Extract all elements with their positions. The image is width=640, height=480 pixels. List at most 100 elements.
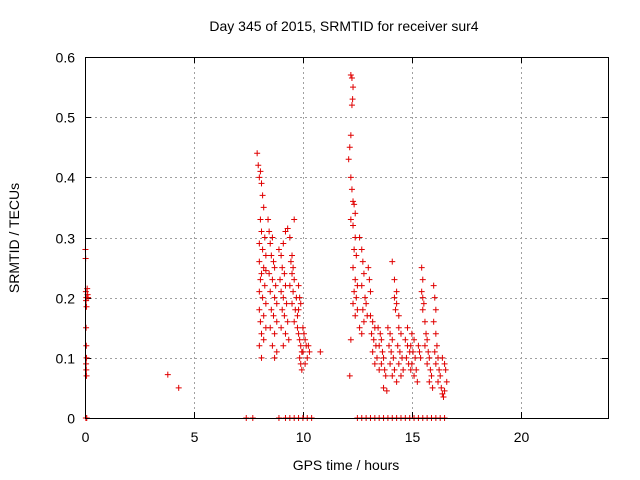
data-point	[258, 330, 265, 337]
data-point	[272, 282, 279, 289]
data-point	[420, 300, 427, 307]
data-point	[256, 240, 263, 247]
data-point	[425, 348, 432, 355]
data-point	[381, 366, 388, 373]
data-point	[259, 246, 266, 253]
data-point	[360, 270, 367, 277]
data-point	[260, 264, 267, 271]
data-point	[83, 303, 90, 310]
data-point	[356, 234, 363, 241]
data-point	[295, 282, 302, 289]
data-point	[262, 252, 269, 259]
data-point	[378, 360, 385, 367]
data-point	[256, 342, 263, 349]
data-point	[426, 354, 433, 361]
data-point	[280, 294, 287, 301]
data-point	[393, 378, 400, 385]
data-point	[415, 342, 422, 349]
data-point	[391, 276, 398, 283]
data-point	[439, 354, 446, 361]
data-point	[431, 348, 438, 355]
data-point	[257, 318, 264, 325]
data-point	[271, 330, 278, 337]
data-point	[367, 288, 374, 295]
data-point	[441, 387, 448, 394]
data-point	[267, 324, 274, 331]
data-point	[269, 276, 276, 283]
data-point	[265, 216, 272, 223]
data-point	[260, 336, 267, 343]
data-point	[291, 276, 298, 283]
data-point	[350, 84, 357, 91]
data-point	[402, 336, 409, 343]
data-point	[289, 252, 296, 259]
data-point	[376, 366, 383, 373]
data-point	[267, 240, 274, 247]
data-point	[380, 384, 387, 391]
data-point	[269, 342, 276, 349]
y-tick-label: 0.2	[56, 291, 76, 307]
data-point	[281, 270, 288, 277]
data-point	[287, 258, 294, 265]
data-point	[295, 306, 302, 313]
data-point	[387, 330, 394, 337]
data-point	[302, 336, 309, 343]
data-point	[376, 342, 383, 349]
data-point	[389, 258, 396, 265]
data-point	[284, 318, 291, 325]
data-point	[83, 354, 90, 361]
data-point	[403, 354, 410, 361]
data-point	[374, 354, 381, 361]
data-point	[271, 354, 278, 361]
data-point	[390, 354, 397, 361]
data-point	[419, 294, 426, 301]
data-point	[279, 306, 286, 313]
y-tick-label: 0.3	[56, 231, 76, 247]
data-point	[408, 330, 415, 337]
data-point	[258, 180, 265, 187]
data-point	[83, 342, 90, 349]
data-point	[431, 294, 438, 301]
data-point	[278, 252, 285, 259]
data-point	[285, 336, 292, 343]
data-point	[359, 258, 366, 265]
data-point	[278, 324, 285, 331]
x-tick-label: 10	[296, 429, 312, 445]
data-point	[351, 246, 358, 253]
data-point	[353, 294, 360, 301]
data-point	[429, 384, 436, 391]
data-point	[348, 102, 355, 109]
data-point	[375, 324, 382, 331]
y-tick-label: 0.4	[56, 170, 76, 186]
data-point	[83, 360, 90, 367]
data-point	[175, 384, 182, 391]
data-point	[280, 240, 287, 247]
data-point	[370, 336, 377, 343]
x-tick-label: 20	[514, 429, 530, 445]
y-axis: 0 0.1 0.2 0.3 0.4 0.5 0.6	[56, 50, 608, 427]
data-point	[427, 366, 434, 373]
data-point	[270, 258, 277, 265]
data-point	[294, 324, 301, 331]
data-point	[360, 318, 367, 325]
data-point	[257, 216, 264, 223]
data-point	[281, 312, 288, 319]
data-point	[421, 318, 428, 325]
data-point	[369, 348, 376, 355]
data-point	[396, 348, 403, 355]
data-point	[423, 330, 430, 337]
data-point	[418, 288, 425, 295]
data-point	[271, 264, 278, 271]
data-point	[411, 336, 418, 343]
data-point	[347, 174, 354, 181]
data-point	[255, 162, 262, 169]
data-point	[392, 306, 399, 313]
data-point	[258, 354, 265, 361]
data-point	[407, 342, 414, 349]
data-point	[439, 390, 446, 397]
data-point	[418, 264, 425, 271]
data-point	[254, 150, 261, 157]
data-point	[389, 372, 396, 379]
data-point	[442, 366, 449, 373]
data-point	[352, 276, 359, 283]
